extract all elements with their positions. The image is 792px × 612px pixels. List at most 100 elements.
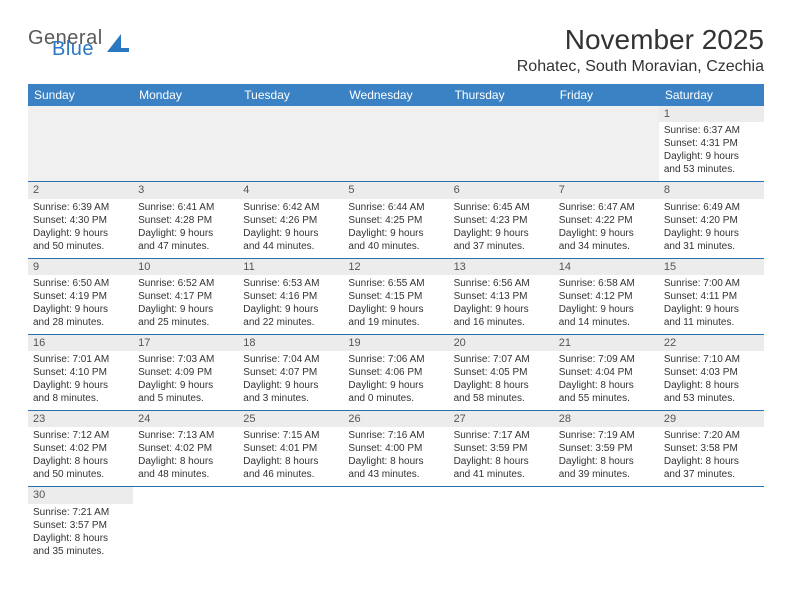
calendar-week-row: 16Sunrise: 7:01 AMSunset: 4:10 PMDayligh… bbox=[28, 334, 764, 410]
day-number: 16 bbox=[28, 335, 133, 351]
day-number: 30 bbox=[28, 487, 133, 503]
cell-line: Sunset: 4:06 PM bbox=[348, 366, 443, 379]
calendar-week-row: 23Sunrise: 7:12 AMSunset: 4:02 PMDayligh… bbox=[28, 411, 764, 487]
calendar-week-row: 2Sunrise: 6:39 AMSunset: 4:30 PMDaylight… bbox=[28, 182, 764, 258]
calendar-cell: 6Sunrise: 6:45 AMSunset: 4:23 PMDaylight… bbox=[449, 182, 554, 258]
cell-line: and 25 minutes. bbox=[138, 316, 233, 329]
calendar-cell: 19Sunrise: 7:06 AMSunset: 4:06 PMDayligh… bbox=[343, 334, 448, 410]
day-number: 12 bbox=[343, 259, 448, 275]
day-number: 2 bbox=[28, 182, 133, 198]
cell-line: Sunset: 4:26 PM bbox=[243, 214, 338, 227]
calendar-cell: 24Sunrise: 7:13 AMSunset: 4:02 PMDayligh… bbox=[133, 411, 238, 487]
cell-line: and 5 minutes. bbox=[138, 392, 233, 405]
calendar-cell: 17Sunrise: 7:03 AMSunset: 4:09 PMDayligh… bbox=[133, 334, 238, 410]
cell-line: Sunrise: 7:09 AM bbox=[559, 353, 654, 366]
cell-line: Sunset: 4:17 PM bbox=[138, 290, 233, 303]
day-number: 6 bbox=[449, 182, 554, 198]
cell-line: and 46 minutes. bbox=[243, 468, 338, 481]
cell-line: Sunrise: 6:56 AM bbox=[454, 277, 549, 290]
cell-line: and 39 minutes. bbox=[559, 468, 654, 481]
calendar-cell: 2Sunrise: 6:39 AMSunset: 4:30 PMDaylight… bbox=[28, 182, 133, 258]
cell-line: Daylight: 9 hours bbox=[243, 379, 338, 392]
calendar-cell: 26Sunrise: 7:16 AMSunset: 4:00 PMDayligh… bbox=[343, 411, 448, 487]
day-number: 7 bbox=[554, 182, 659, 198]
day-number: 5 bbox=[343, 182, 448, 198]
day-number: 27 bbox=[449, 411, 554, 427]
cell-line: Daylight: 9 hours bbox=[559, 227, 654, 240]
cell-line: and 16 minutes. bbox=[454, 316, 549, 329]
cell-line: and 50 minutes. bbox=[33, 240, 128, 253]
calendar-week-row: 9Sunrise: 6:50 AMSunset: 4:19 PMDaylight… bbox=[28, 258, 764, 334]
cell-line: Sunrise: 7:12 AM bbox=[33, 429, 128, 442]
cell-line: Daylight: 9 hours bbox=[138, 227, 233, 240]
cell-line: Daylight: 9 hours bbox=[348, 303, 443, 316]
calendar-cell: 18Sunrise: 7:04 AMSunset: 4:07 PMDayligh… bbox=[238, 334, 343, 410]
cell-line: Daylight: 8 hours bbox=[454, 379, 549, 392]
cell-line: Sunrise: 7:13 AM bbox=[138, 429, 233, 442]
day-number: 26 bbox=[343, 411, 448, 427]
cell-line: Daylight: 9 hours bbox=[664, 303, 759, 316]
cell-line: Sunrise: 6:55 AM bbox=[348, 277, 443, 290]
day-number: 11 bbox=[238, 259, 343, 275]
calendar-cell bbox=[133, 106, 238, 182]
cell-line: Sunrise: 7:19 AM bbox=[559, 429, 654, 442]
day-header: Tuesday bbox=[238, 84, 343, 106]
cell-line: Sunset: 4:05 PM bbox=[454, 366, 549, 379]
cell-line: Daylight: 9 hours bbox=[33, 379, 128, 392]
cell-line: Daylight: 9 hours bbox=[664, 150, 759, 163]
cell-line: and 58 minutes. bbox=[454, 392, 549, 405]
calendar-cell: 4Sunrise: 6:42 AMSunset: 4:26 PMDaylight… bbox=[238, 182, 343, 258]
calendar-cell: 27Sunrise: 7:17 AMSunset: 3:59 PMDayligh… bbox=[449, 411, 554, 487]
cell-line: Sunset: 4:19 PM bbox=[33, 290, 128, 303]
cell-line: Sunset: 4:10 PM bbox=[33, 366, 128, 379]
cell-line: and 47 minutes. bbox=[138, 240, 233, 253]
cell-line: Sunset: 4:16 PM bbox=[243, 290, 338, 303]
day-number: 24 bbox=[133, 411, 238, 427]
cell-line: Sunrise: 6:41 AM bbox=[138, 201, 233, 214]
day-header: Saturday bbox=[659, 84, 764, 106]
cell-line: Sunrise: 6:44 AM bbox=[348, 201, 443, 214]
cell-line: Daylight: 9 hours bbox=[243, 227, 338, 240]
cell-line: Sunrise: 6:49 AM bbox=[664, 201, 759, 214]
cell-line: Sunset: 4:00 PM bbox=[348, 442, 443, 455]
day-number: 19 bbox=[343, 335, 448, 351]
cell-line: and 37 minutes. bbox=[664, 468, 759, 481]
cell-line: Sunset: 3:59 PM bbox=[559, 442, 654, 455]
cell-line: Sunset: 3:57 PM bbox=[33, 519, 128, 532]
cell-line: Sunrise: 7:10 AM bbox=[664, 353, 759, 366]
cell-line: and 44 minutes. bbox=[243, 240, 338, 253]
calendar-cell bbox=[659, 487, 764, 563]
cell-line: Sunrise: 7:06 AM bbox=[348, 353, 443, 366]
cell-line: Sunset: 4:04 PM bbox=[559, 366, 654, 379]
calendar-cell: 16Sunrise: 7:01 AMSunset: 4:10 PMDayligh… bbox=[28, 334, 133, 410]
calendar-cell: 30Sunrise: 7:21 AMSunset: 3:57 PMDayligh… bbox=[28, 487, 133, 563]
day-number: 20 bbox=[449, 335, 554, 351]
cell-line: and 50 minutes. bbox=[33, 468, 128, 481]
cell-line: Sunset: 4:09 PM bbox=[138, 366, 233, 379]
cell-line: Sunset: 3:58 PM bbox=[664, 442, 759, 455]
cell-line: Sunrise: 7:07 AM bbox=[454, 353, 549, 366]
cell-line: Sunrise: 7:15 AM bbox=[243, 429, 338, 442]
calendar-cell: 9Sunrise: 6:50 AMSunset: 4:19 PMDaylight… bbox=[28, 258, 133, 334]
cell-line: Sunrise: 7:00 AM bbox=[664, 277, 759, 290]
cell-line: Sunset: 4:30 PM bbox=[33, 214, 128, 227]
cell-line: Sunset: 3:59 PM bbox=[454, 442, 549, 455]
cell-line: and 3 minutes. bbox=[243, 392, 338, 405]
day-number: 17 bbox=[133, 335, 238, 351]
header: General Blue November 2025 Rohatec, Sout… bbox=[28, 24, 764, 76]
calendar-table: Sunday Monday Tuesday Wednesday Thursday… bbox=[28, 84, 764, 563]
cell-line: Daylight: 9 hours bbox=[454, 303, 549, 316]
day-number: 4 bbox=[238, 182, 343, 198]
calendar-week-row: 30Sunrise: 7:21 AMSunset: 3:57 PMDayligh… bbox=[28, 487, 764, 563]
cell-line: Sunset: 4:20 PM bbox=[664, 214, 759, 227]
cell-line: and 41 minutes. bbox=[454, 468, 549, 481]
day-header-row: Sunday Monday Tuesday Wednesday Thursday… bbox=[28, 84, 764, 106]
month-title: November 2025 bbox=[517, 24, 764, 56]
calendar-cell: 7Sunrise: 6:47 AMSunset: 4:22 PMDaylight… bbox=[554, 182, 659, 258]
cell-line: Sunrise: 6:52 AM bbox=[138, 277, 233, 290]
day-number: 29 bbox=[659, 411, 764, 427]
day-header: Sunday bbox=[28, 84, 133, 106]
cell-line: Sunset: 4:31 PM bbox=[664, 137, 759, 150]
cell-line: Sunrise: 6:58 AM bbox=[559, 277, 654, 290]
day-number: 14 bbox=[554, 259, 659, 275]
